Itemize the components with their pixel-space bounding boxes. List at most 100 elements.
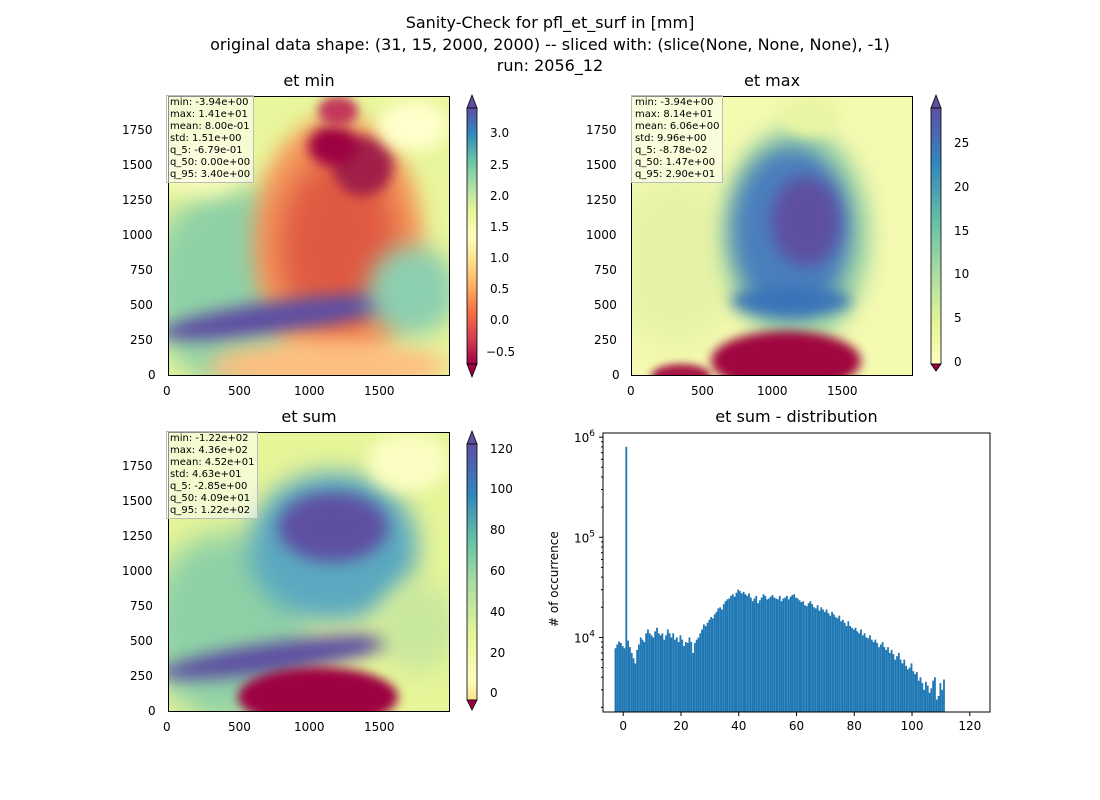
- histogram-bar: [917, 680, 920, 712]
- y-tick: 750: [130, 263, 153, 277]
- histogram-bar: [726, 599, 729, 712]
- histogram-bar: [753, 598, 756, 712]
- histogram-bar: [618, 641, 620, 712]
- histogram-bar: [789, 596, 792, 712]
- histogram-bar: [874, 639, 877, 712]
- histogram-bar: [656, 627, 658, 712]
- histogram-bar: [939, 683, 942, 712]
- histogram-bar: [706, 622, 709, 712]
- histogram-bar: [657, 633, 660, 712]
- title-line-3: run: 2056_12: [496, 56, 604, 75]
- y-tick: 1250: [122, 193, 153, 207]
- histogram-bar: [903, 659, 906, 712]
- histogram-bar: [804, 605, 806, 712]
- histogram-bar: [681, 639, 684, 712]
- et-sum-colorbar: [466, 430, 478, 711]
- et-sum-stats: min: -1.22e+02 max: 4.36e+02 mean: 4.52e…: [166, 431, 259, 519]
- histogram-bar: [748, 593, 750, 712]
- histogram-bar: [652, 637, 655, 712]
- histogram-bar: [915, 672, 918, 712]
- histogram-bar: [704, 626, 707, 712]
- histogram-bar: [692, 652, 694, 712]
- stat-q5: q_5: -8.78e-02: [635, 145, 708, 156]
- histogram-bar: [849, 626, 852, 712]
- histogram-bar: [823, 611, 826, 712]
- histogram-bar: [769, 596, 772, 712]
- histogram-bar: [675, 637, 678, 712]
- histogram-bar: [937, 696, 940, 712]
- histogram-bar: [632, 658, 635, 712]
- histogram-bar: [796, 598, 799, 712]
- histogram-bar: [710, 616, 713, 712]
- histogram-bar: [757, 603, 759, 712]
- histogram-bar: [896, 656, 898, 712]
- histogram-bar: [863, 633, 866, 712]
- histogram-bar: [767, 598, 770, 712]
- histogram-bar: [813, 607, 815, 712]
- histogram-bar: [800, 602, 803, 712]
- stat-min: min: -3.94e+00: [170, 97, 249, 108]
- histogram-bar: [897, 652, 900, 712]
- x-tick: 500: [691, 384, 714, 398]
- x-tick: 1500: [827, 384, 858, 398]
- y-tick: 1750: [586, 123, 617, 137]
- stat-mean: mean: 4.52e+01: [170, 457, 255, 468]
- stat-q95: q_95: 1.22e+02: [170, 505, 251, 516]
- stat-mean: mean: 8.00e-01: [170, 121, 250, 132]
- histogram-bar: [851, 627, 853, 712]
- stat-min: min: -3.94e+00: [635, 97, 714, 108]
- stat-q95: q_95: 3.40e+00: [170, 169, 251, 180]
- histogram-bar: [905, 665, 907, 712]
- histogram-bar: [659, 635, 662, 712]
- x-tick: 500: [228, 720, 251, 734]
- stat-q95: q_95: 2.90e+01: [635, 169, 716, 180]
- cbar-tick: 0.5: [490, 282, 510, 296]
- histogram-bar: [787, 599, 790, 712]
- cbar-tick: 20: [490, 646, 506, 660]
- y-tick: 250: [594, 333, 617, 347]
- histogram-bar: [899, 659, 902, 712]
- y-tick-label: 104: [574, 629, 595, 645]
- histogram-bar: [780, 601, 783, 712]
- histogram-bar: [834, 616, 837, 712]
- cbar-tick: 1.5: [490, 220, 510, 234]
- histogram-bar: [923, 689, 926, 712]
- histogram-bar: [730, 595, 732, 712]
- histogram-bar: [742, 591, 745, 712]
- histogram-bar: [630, 652, 633, 712]
- histogram-bar: [786, 595, 788, 712]
- histogram-bar: [843, 622, 846, 712]
- histogram-bar: [638, 644, 640, 712]
- histogram-bar: [912, 671, 915, 712]
- stat-q50: q_50: 0.00e+00: [170, 157, 251, 168]
- histogram-bar: [713, 614, 716, 712]
- y-tick: 1250: [122, 529, 153, 543]
- y-tick: 1500: [586, 158, 617, 172]
- histogram-bar: [739, 591, 741, 712]
- stat-q50: q_50: 4.09e+01: [170, 493, 251, 504]
- histogram-bar: [822, 609, 824, 712]
- histogram-bar: [749, 597, 752, 712]
- stat-std: std: 4.63e+01: [170, 469, 242, 480]
- histogram-bar: [908, 667, 911, 712]
- histogram-bar: [758, 600, 761, 712]
- histogram-bar: [881, 642, 884, 712]
- y-tick: 1000: [122, 228, 153, 242]
- histogram-bar: [686, 642, 689, 712]
- histogram-bar: [733, 596, 736, 712]
- et-sum-title: et sum: [281, 407, 337, 426]
- stat-max: max: 8.14e+01: [635, 109, 713, 120]
- histogram-bar: [645, 633, 648, 712]
- y-tick: 250: [130, 669, 153, 683]
- y-tick-label: 106: [574, 429, 595, 445]
- histogram-bar: [670, 637, 673, 712]
- histogram-bar: [798, 600, 801, 712]
- x-tick: 1000: [294, 720, 325, 734]
- histogram-bar: [634, 663, 637, 712]
- histogram-bar: [816, 605, 819, 712]
- et-max-stats: min: -3.94e+00 max: 8.14e+01 mean: 6.06e…: [631, 95, 724, 183]
- histogram-bar: [616, 644, 619, 712]
- histogram-bar: [647, 629, 649, 712]
- y-tick: 1000: [122, 564, 153, 578]
- histogram-bar: [793, 594, 796, 712]
